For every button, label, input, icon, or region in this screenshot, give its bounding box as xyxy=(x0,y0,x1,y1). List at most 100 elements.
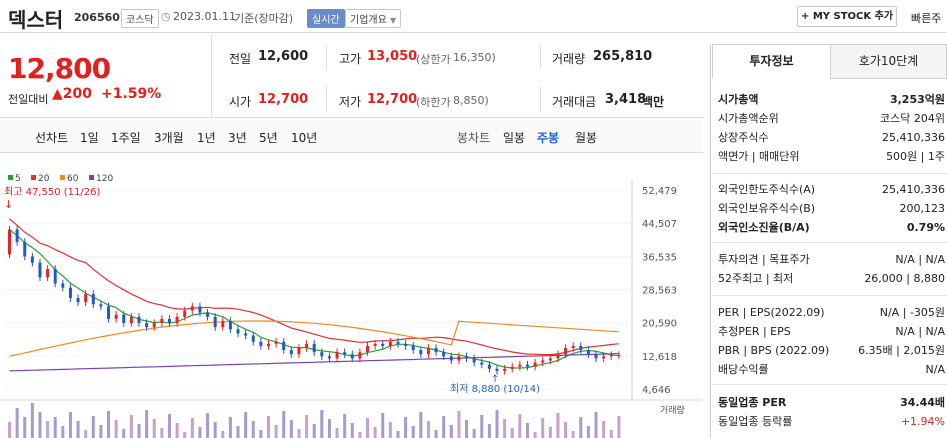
volume-bar xyxy=(167,414,171,438)
info-row-value: 25,410,336 xyxy=(882,131,945,144)
period-1y[interactable]: 1년 xyxy=(197,131,216,145)
volume-bar xyxy=(91,416,95,438)
period-1w[interactable]: 1주일 xyxy=(111,131,141,145)
candle-body xyxy=(15,229,19,242)
volume-bar xyxy=(388,422,392,438)
realtime-button[interactable]: 실시간 xyxy=(307,9,345,28)
candle-weekly[interactable]: 주봉 xyxy=(537,131,560,145)
candle-body xyxy=(129,316,133,324)
info-row-value: 25,410,336 xyxy=(882,183,945,196)
info-row-value: N/A | N/A xyxy=(895,253,945,266)
volume-bar xyxy=(213,422,217,438)
low-value: 12,700 xyxy=(367,92,418,107)
candle-body xyxy=(53,268,57,284)
my-stock-label: MY STOCK 추가 xyxy=(812,11,894,22)
volume-bar xyxy=(442,416,446,438)
volume-bar xyxy=(107,411,111,438)
y-tick-label: 36,535 xyxy=(642,252,677,263)
info-row: PER | EPS(2022.09) N/A | -305원 xyxy=(718,305,947,321)
candle-body xyxy=(206,312,210,317)
volume-bar xyxy=(335,428,339,438)
volume-bar xyxy=(556,413,560,438)
candle-body xyxy=(426,348,430,355)
period-1d[interactable]: 1일 xyxy=(80,131,99,145)
company-info-button[interactable]: 기업개요 ▼ xyxy=(345,9,402,28)
volume-bars xyxy=(8,403,621,438)
change-label: 전일대비 xyxy=(8,93,49,106)
info-row: 동일업종 등락률 +1.94% xyxy=(718,414,947,430)
volume-bar xyxy=(305,415,309,438)
volume-bar xyxy=(327,419,331,438)
clock-icon: ◷ xyxy=(161,10,171,23)
tab-orderbook[interactable]: 호가10단계 xyxy=(830,44,947,79)
info-row: 액면가 | 매매단위 500원 | 1주 xyxy=(718,149,947,165)
volume-bar xyxy=(30,403,34,438)
candle-body xyxy=(228,320,232,330)
volume-bar xyxy=(525,423,529,438)
period-10y[interactable]: 10년 xyxy=(291,131,318,145)
info-row-value: 코스닥 204위 xyxy=(880,112,945,125)
volume-bar xyxy=(8,422,11,438)
volume-bar xyxy=(510,428,514,438)
candle-body xyxy=(266,343,270,346)
candle-body xyxy=(213,316,217,328)
candle-body xyxy=(533,362,537,367)
quote-summary: 12,800 전일대비 ▲200 +1.59% 전일 12,600 고가 13,… xyxy=(0,34,703,118)
period-5y[interactable]: 5년 xyxy=(259,131,278,145)
candle-body xyxy=(152,323,156,328)
candle-body xyxy=(396,341,400,344)
candle-body xyxy=(46,268,50,278)
candle-body xyxy=(503,368,507,371)
info-row: 외국인소진율(B/A) 0.79% xyxy=(718,220,947,236)
min-arrow-icon: ↑ xyxy=(491,374,499,385)
change-value: ▲200 xyxy=(52,86,92,102)
volume-bar xyxy=(602,421,606,438)
volume-bar xyxy=(251,421,255,438)
candle-body xyxy=(472,358,476,363)
legend-swatch xyxy=(60,175,65,180)
y-tick-label: 44,507 xyxy=(642,219,677,230)
tab-investment-info[interactable]: 투자정보 xyxy=(712,44,831,79)
info-row: 추정PER | EPS N/A | N/A xyxy=(718,324,947,340)
upper-limit-label: (상한가 xyxy=(416,53,451,66)
period-3m[interactable]: 3개월 xyxy=(154,131,184,145)
candle-body xyxy=(556,354,560,359)
volume-bar xyxy=(38,412,42,438)
candle-body xyxy=(579,345,583,351)
change-percent: +1.59% xyxy=(101,86,162,102)
quick-order-button[interactable]: 빠른주 xyxy=(911,12,942,25)
candle-daily[interactable]: 일봉 xyxy=(503,131,526,145)
volume-bar xyxy=(99,425,103,438)
candle-body xyxy=(99,304,103,307)
volume-bar xyxy=(53,417,57,438)
candle-monthly[interactable]: 월봉 xyxy=(575,131,598,145)
candle-body xyxy=(23,241,27,257)
info-row: 상장주식수 25,410,336 xyxy=(718,130,947,146)
open-label: 시가 xyxy=(229,95,252,109)
period-3y[interactable]: 3년 xyxy=(228,131,247,145)
candle-body xyxy=(259,341,263,346)
candle-body xyxy=(495,368,499,371)
volume-bar xyxy=(579,417,583,438)
chevron-down-icon: ▼ xyxy=(390,16,397,25)
volume-bar xyxy=(564,422,568,438)
candle-body xyxy=(617,355,621,357)
candle-body xyxy=(350,354,354,359)
moving-averages xyxy=(9,218,619,372)
candle-body xyxy=(358,352,362,359)
volume-bar xyxy=(617,416,621,438)
candle-body xyxy=(8,229,11,255)
volume-bar xyxy=(533,432,537,438)
candle-body xyxy=(91,293,95,305)
market-badge: 코스닥 xyxy=(121,9,159,28)
candle-body xyxy=(38,262,42,278)
candle-body xyxy=(251,335,255,342)
volume-axis-label: 거래량 xyxy=(660,404,685,416)
candle-body xyxy=(465,356,469,359)
volume-bar xyxy=(84,430,88,438)
candle-body xyxy=(487,364,491,369)
info-row-label: 외국인소진율(B/A) xyxy=(718,221,810,234)
amount-value: 3,418 xyxy=(605,92,647,107)
my-stock-add-button[interactable]: + MY STOCK 추가 xyxy=(797,6,897,27)
legend-label: 120 xyxy=(96,174,113,184)
